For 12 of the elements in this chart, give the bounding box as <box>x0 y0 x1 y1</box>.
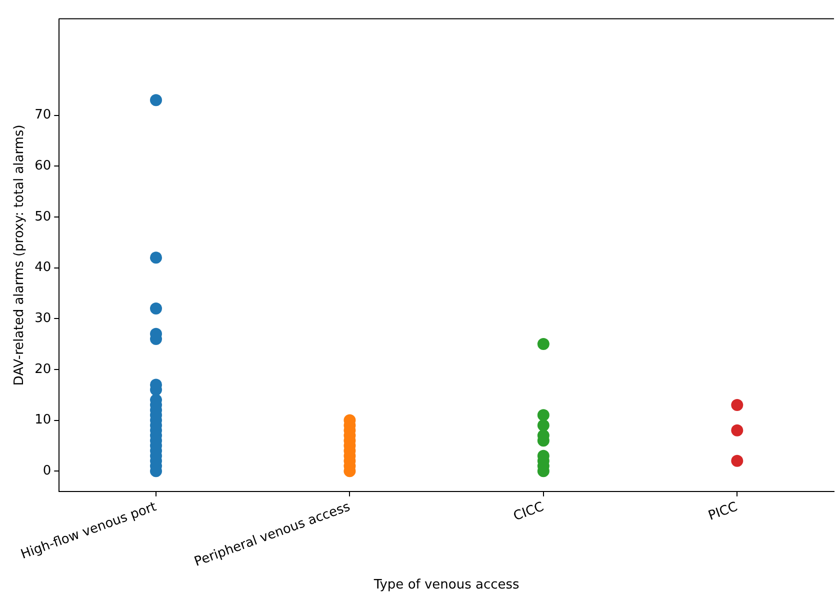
x-tick-label: PICC <box>706 500 740 524</box>
y-axis-title: DAV-related alarms (proxy: total alarms) <box>12 124 28 386</box>
y-tick-label: 50 <box>34 209 52 224</box>
x-axis-title: Type of venous access <box>372 578 520 593</box>
y-tick-label: 40 <box>34 260 52 276</box>
x-tick-label: CICC <box>512 500 546 524</box>
y-tick-label: 70 <box>34 108 52 123</box>
y-tick-label: 0 <box>42 463 52 478</box>
y-tick-label: 30 <box>34 311 52 326</box>
y-tick-label: 20 <box>34 362 52 377</box>
y-tick-label: 60 <box>34 158 52 174</box>
y-tick-label: 10 <box>34 412 52 428</box>
